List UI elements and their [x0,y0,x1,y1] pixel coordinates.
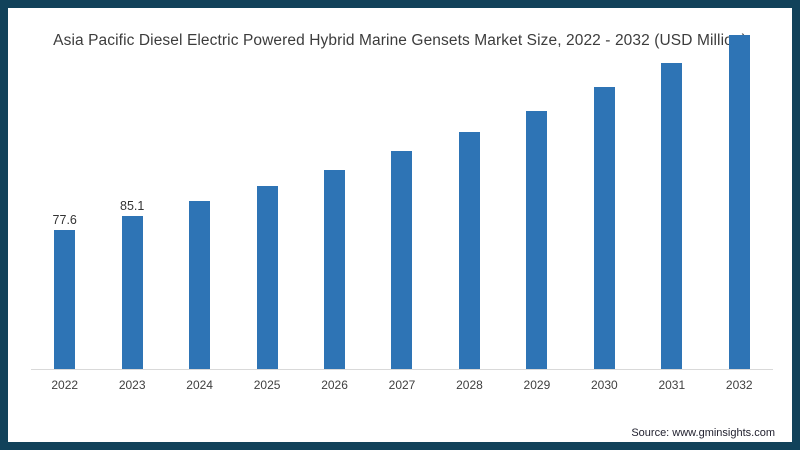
bar-column-2027 [368,24,435,369]
bar [54,230,76,369]
bar-column-2032 [706,24,773,369]
x-tick-label: 2029 [523,378,551,392]
bar-chart: 77.6 85.1 2022 2023 2024 2025 2026 2027 2028 202… [31,24,773,391]
plot-area: 77.6 85.1 [31,24,773,370]
bar-column-2024 [166,24,233,369]
bar [256,186,278,369]
bar [458,132,480,369]
x-tick-label: 2030 [591,378,618,392]
x-axis-tick-row: 2022 2023 2024 2025 2026 2027 2028 2029 2030 2031… [31,370,773,391]
bar [526,111,548,369]
x-tick-label: 2027 [388,378,416,392]
bar [728,35,750,369]
x-tick-label: 2025 [253,378,281,392]
bar-value-label: 77.6 [52,212,77,227]
bar-column-2029 [503,24,570,369]
x-tick-label: 2023 [118,378,146,392]
bar-column-2022: 77.6 [31,24,98,369]
x-tick-label: 2024 [186,378,213,392]
source-credit: Source: www.gminsights.com [631,427,775,439]
bar-column-2030 [571,24,638,369]
x-tick-label: 2031 [658,378,686,392]
bar-value-label: 85.1 [120,198,145,213]
bar [324,170,346,369]
bar [593,87,615,369]
bar [661,63,683,369]
bar [189,201,211,369]
x-tick-label: 2032 [725,378,753,392]
bar-column-2026 [301,24,368,369]
x-tick-label: 2026 [321,378,348,392]
bar [391,151,413,369]
bar-column-2028 [436,24,503,369]
chart-title: Asia Pacific Diesel Electric Powered Hyb… [53,32,747,49]
bar-column-2025 [233,24,300,369]
x-tick-label: 2022 [51,378,79,392]
bar-column-2031 [638,24,705,369]
bar [121,216,143,369]
x-tick-label: 2028 [456,378,483,392]
bar-column-2023: 85.1 [98,24,165,369]
